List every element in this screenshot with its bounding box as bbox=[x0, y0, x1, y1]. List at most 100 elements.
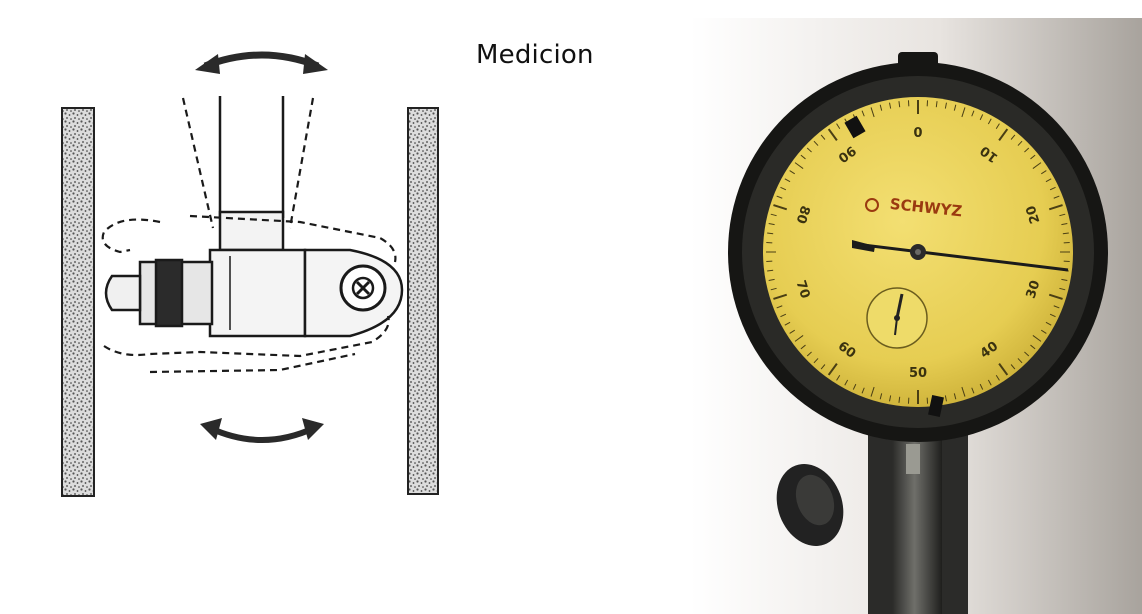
brand-logo-icon bbox=[865, 198, 879, 212]
dial-tick bbox=[806, 147, 812, 153]
dial-tick bbox=[1059, 287, 1066, 291]
dial-tick bbox=[1048, 204, 1063, 211]
dial-tick bbox=[794, 335, 804, 342]
dial-tick bbox=[770, 287, 777, 291]
dial-needle bbox=[852, 240, 1069, 272]
dial-tick bbox=[879, 104, 883, 111]
dial-tick bbox=[827, 363, 838, 376]
dial-tick bbox=[773, 204, 788, 211]
dial-tick bbox=[1048, 293, 1063, 300]
dial-numeral: 30 bbox=[1024, 279, 1044, 301]
dial-tick bbox=[780, 186, 787, 191]
dial-tick bbox=[889, 395, 892, 402]
dial-tick bbox=[1024, 351, 1030, 357]
dial-numeral: 70 bbox=[793, 279, 813, 301]
dial-tick bbox=[979, 383, 984, 390]
dial-tick bbox=[827, 128, 838, 141]
rotate-arrow-icon bbox=[200, 418, 324, 443]
dial-numeral: 80 bbox=[793, 204, 813, 226]
dial-tick bbox=[898, 396, 901, 403]
revolution-counter bbox=[866, 287, 928, 349]
tolerance-marker bbox=[928, 394, 944, 418]
dial-tick bbox=[879, 393, 883, 400]
dial-tick bbox=[770, 213, 777, 217]
dial-tick bbox=[836, 375, 841, 381]
dial-tick bbox=[767, 232, 774, 235]
dial-tick bbox=[820, 134, 826, 140]
dial-tick bbox=[1053, 195, 1060, 199]
stem-rocking-outline bbox=[181, 97, 315, 229]
dial-tick bbox=[935, 101, 938, 108]
dial-tick bbox=[953, 393, 957, 400]
dial-tick bbox=[1032, 162, 1042, 169]
dial-tick bbox=[773, 293, 788, 300]
dial-tick bbox=[987, 118, 992, 125]
dial-tick bbox=[1041, 170, 1047, 175]
dial-tick bbox=[800, 344, 806, 350]
dial-tick bbox=[1010, 134, 1016, 140]
dial-tick bbox=[1017, 140, 1023, 146]
dial-tick bbox=[794, 162, 804, 169]
dial-tick bbox=[1010, 364, 1016, 370]
page-title: Medicion bbox=[476, 40, 594, 70]
dial-tick bbox=[1059, 213, 1066, 217]
dial-tick bbox=[995, 123, 1000, 129]
dial-tick bbox=[820, 364, 826, 370]
dial-tick bbox=[1062, 232, 1069, 235]
dial-tick bbox=[944, 102, 947, 109]
dial-tick bbox=[784, 178, 791, 183]
rotate-arrow-icon bbox=[195, 51, 328, 74]
dial-tick bbox=[898, 101, 901, 108]
dial-tick bbox=[836, 123, 841, 129]
dial-tick bbox=[971, 110, 975, 117]
dial-tick bbox=[844, 379, 849, 386]
dial-tick bbox=[961, 386, 966, 397]
dial-tick bbox=[995, 375, 1000, 381]
dial-tick bbox=[789, 329, 795, 334]
dial-tick bbox=[998, 128, 1009, 141]
dial-tick bbox=[998, 363, 1009, 376]
measuring-head bbox=[104, 248, 404, 338]
dial-tick bbox=[1061, 223, 1068, 226]
left-bore-wall bbox=[61, 107, 95, 497]
dial-tick bbox=[776, 195, 783, 199]
dial-tick bbox=[1030, 344, 1036, 350]
dial-tick bbox=[987, 379, 992, 386]
dial-tick bbox=[1049, 313, 1056, 318]
dial-tick bbox=[767, 269, 774, 272]
head-rocking-outline bbox=[101, 214, 397, 374]
dial-tick bbox=[861, 387, 865, 394]
dial-tick bbox=[806, 351, 812, 357]
dial-tick bbox=[776, 305, 783, 309]
dial-tick bbox=[1032, 335, 1042, 342]
dial-tick bbox=[961, 107, 966, 118]
right-bore-wall bbox=[407, 107, 439, 495]
dial-tick bbox=[789, 170, 795, 175]
dial-tick bbox=[953, 104, 957, 111]
dial-tick bbox=[971, 387, 975, 394]
dial-tick bbox=[784, 321, 791, 326]
dial-numeral: 0 bbox=[913, 123, 922, 138]
dial-ticks bbox=[766, 100, 1070, 404]
dial-tick bbox=[870, 386, 875, 397]
dial-tick bbox=[889, 102, 892, 109]
dial-tick bbox=[1049, 186, 1056, 191]
gauge-stand bbox=[776, 432, 968, 614]
dial-tick bbox=[768, 278, 775, 281]
dial-tick bbox=[852, 383, 857, 390]
dial-tick bbox=[1053, 305, 1060, 309]
dial-tick bbox=[979, 114, 984, 121]
dial-tick bbox=[1061, 278, 1068, 281]
dial-numeral: 50 bbox=[909, 366, 927, 381]
dial-tick bbox=[1045, 321, 1052, 326]
tolerance-marker bbox=[844, 115, 866, 139]
dial-numeral: 20 bbox=[1024, 204, 1044, 226]
dial-tick bbox=[944, 395, 947, 402]
dial-tick bbox=[800, 154, 806, 160]
dial-tick bbox=[1030, 154, 1036, 160]
dial-tick bbox=[768, 223, 775, 226]
dial-tick bbox=[780, 313, 787, 318]
dial-tick bbox=[870, 107, 875, 118]
